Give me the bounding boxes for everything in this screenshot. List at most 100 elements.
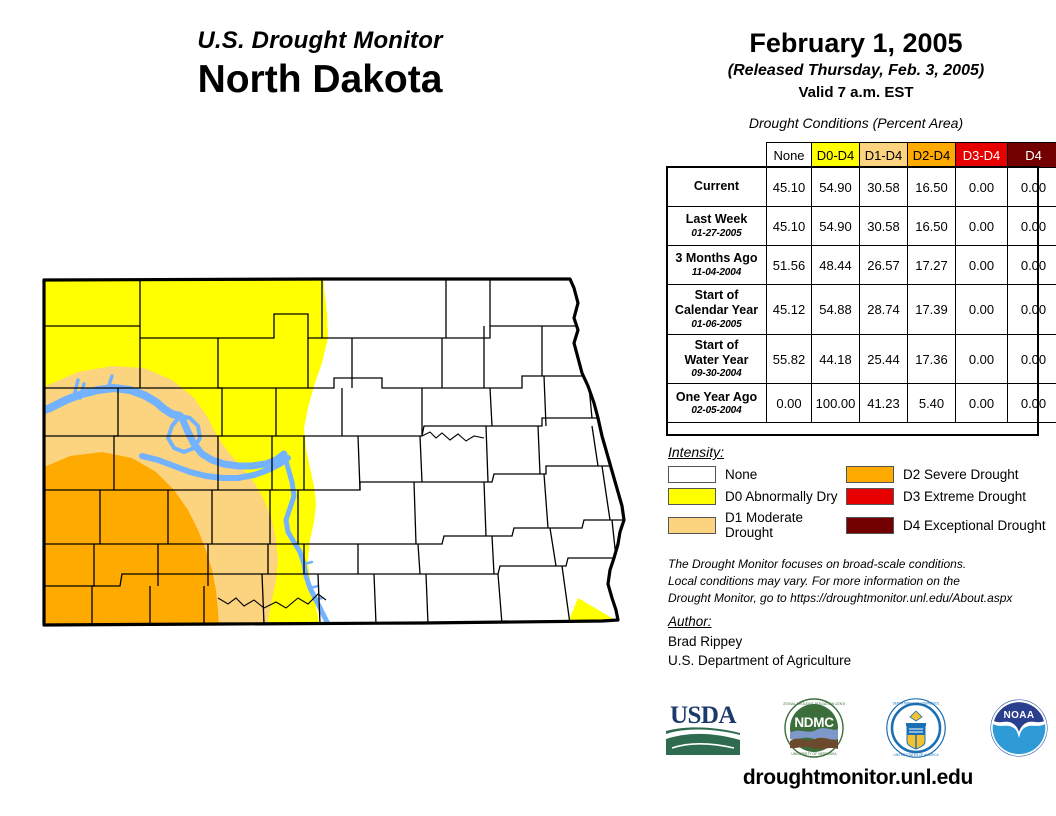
cell-d1-d4: 25.44 — [859, 333, 908, 385]
map-fill-layer — [44, 279, 624, 625]
cell-d4: 0.00 — [1007, 245, 1056, 285]
legend-item: None — [668, 466, 846, 483]
table-row: 3 Months Ago 11-04-2004 51.56 48.44 26.57 17.… — [666, 245, 1056, 285]
row-label-date: 09-30-2004 — [691, 368, 742, 380]
legend-title: Intensity: — [668, 444, 725, 460]
cell-d4: 0.00 — [1007, 333, 1056, 385]
table-row: One Year Ago 02-05-2004 0.00 100.00 41.23 5.4… — [666, 383, 1056, 424]
intensity-legend: Intensity: None D2 Severe Drought D0 Abnor… — [668, 444, 1048, 540]
cell-none: 45.10 — [766, 206, 812, 246]
region-d0-southeast-wedge — [567, 598, 622, 625]
svg-text:UNIVERSITY OF NEBRASKA: UNIVERSITY OF NEBRASKA — [791, 752, 837, 756]
cell-d1-d4: 30.58 — [859, 167, 908, 207]
svg-text:DEPARTMENT OF COMMERCE: DEPARTMENT OF COMMERCE — [893, 702, 940, 706]
legend-swatch — [846, 466, 894, 483]
cell-d3-d4: 0.00 — [955, 206, 1008, 246]
cell-d4: 0.00 — [1007, 167, 1056, 207]
svg-text:NDMC: NDMC — [794, 715, 834, 730]
cell-d0-d4: 44.18 — [811, 333, 860, 385]
row-label: One Year Ago 02-05-2004 — [666, 383, 767, 424]
north-dakota-drought-map — [22, 268, 650, 650]
legend-item: D2 Severe Drought — [846, 466, 1048, 483]
water-features — [44, 374, 331, 625]
legend-swatch — [668, 466, 716, 483]
legend-item: D0 Abnormally Dry — [668, 488, 846, 505]
legend-swatch — [846, 516, 894, 534]
legend-item: D3 Extreme Drought — [846, 488, 1048, 505]
table-row: Last Week 01-27-2005 45.10 54.90 30.58 16.50 0… — [666, 206, 1056, 246]
legend-label: D0 Abnormally Dry — [725, 489, 838, 504]
cell-d2-d4: 16.50 — [907, 206, 956, 246]
cell-none: 0.00 — [766, 383, 812, 424]
column-header-d1-d4: D1-D4 — [859, 142, 908, 168]
cell-d2-d4: 17.27 — [907, 245, 956, 285]
row-label: Last Week 01-27-2005 — [666, 206, 767, 246]
row-label: Current — [666, 167, 767, 207]
table-corner-cell — [667, 143, 767, 168]
cell-d4: 0.00 — [1007, 383, 1056, 424]
cell-d2-d4: 17.36 — [907, 333, 956, 385]
disclaimer-line-1: The Drought Monitor focuses on broad-sca… — [668, 557, 967, 571]
legend-swatch — [668, 516, 716, 534]
column-header-d4: D4 — [1007, 142, 1056, 168]
table-row: Start of Calendar Year 01-06-2005 45.12 54.8… — [666, 284, 1056, 335]
author-organization: U.S. Department of Agriculture — [668, 653, 852, 669]
legend-label: D3 Extreme Drought — [903, 489, 1027, 504]
cell-d3-d4: 0.00 — [955, 245, 1008, 285]
row-label-date: 01-27-2005 — [691, 227, 742, 239]
table-caption: Drought Conditions (Percent Area) — [748, 115, 964, 132]
cell-d3-d4: 0.00 — [955, 383, 1008, 424]
author-name: Brad Rippey — [668, 633, 743, 649]
svg-text:NOAA: NOAA — [1003, 710, 1034, 721]
svg-text:UNITED STATES OF AMERICA: UNITED STATES OF AMERICA — [894, 753, 940, 757]
disclaimer-line-3: Drought Monitor, go to https://droughtmo… — [668, 591, 1013, 606]
drought-conditions-table: None D0-D4 D1-D4 D2-D4 D3-D4 D4 Current 4… — [666, 142, 1056, 424]
cell-d3-d4: 0.00 — [955, 333, 1008, 385]
cell-none: 51.56 — [766, 245, 812, 285]
legend-item: D1 Moderate Drought — [668, 510, 846, 540]
legend-label: D2 Severe Drought — [903, 467, 1019, 482]
row-label-date: 11-04-2004 — [691, 266, 742, 278]
usda-logo: USDA — [666, 702, 740, 755]
column-header-d0-d4: D0-D4 — [811, 142, 860, 168]
ndmc-logo: NDMC NATIONAL DROUGHT MITIGATION CENTER … — [783, 698, 845, 758]
svg-text:NATIONAL DROUGHT MITIGATION CE: NATIONAL DROUGHT MITIGATION CENTER — [783, 702, 845, 706]
cell-d0-d4: 54.88 — [811, 284, 860, 335]
map-svg — [42, 277, 626, 627]
cell-d1-d4: 26.57 — [859, 245, 908, 285]
column-header-d3-d4: D3-D4 — [955, 142, 1008, 168]
svg-text:USDA: USDA — [670, 702, 737, 729]
column-header-none: None — [766, 142, 812, 168]
map-title-block: U.S. Drought Monitor North Dakota — [0, 27, 640, 103]
valid-time: Valid 7 a.m. EST — [798, 84, 914, 102]
page-title-overline: U.S. Drought Monitor — [197, 27, 443, 54]
cell-d0-d4: 100.00 — [811, 383, 860, 424]
disclaimer-line-2: Local conditions may vary. For more info… — [668, 574, 960, 589]
author-heading: Author: — [668, 614, 712, 629]
cell-none: 45.10 — [766, 167, 812, 207]
page-title-state: North Dakota — [197, 58, 443, 102]
table-row: Start of Water Year 09-30-2004 55.82 44.18 25… — [666, 333, 1056, 385]
table-header-row: None D0-D4 D1-D4 D2-D4 D3-D4 D4 — [667, 142, 1056, 168]
report-date: February 1, 2005 — [749, 28, 963, 58]
release-date: (Released Thursday, Feb. 3, 2005) — [727, 62, 985, 80]
row-label: 3 Months Ago 11-04-2004 — [666, 245, 767, 285]
cell-d2-d4: 17.39 — [907, 284, 956, 335]
cell-none: 55.82 — [766, 333, 812, 385]
legend-label: D1 Moderate Drought — [725, 510, 804, 540]
row-label: Start of Calendar Year 01-06-2005 — [666, 284, 767, 335]
cell-d1-d4: 41.23 — [859, 383, 908, 424]
cell-d2-d4: 16.50 — [907, 167, 956, 207]
cell-d1-d4: 30.58 — [859, 206, 908, 246]
cell-d2-d4: 5.40 — [907, 383, 956, 424]
legend-swatch — [846, 488, 894, 505]
noaa-logo: NOAA — [989, 699, 1048, 757]
footer-url: droughtmonitor.unl.edu — [742, 766, 974, 789]
county-boundaries — [44, 279, 624, 625]
cell-d0-d4: 54.90 — [811, 167, 860, 207]
state-outline — [42, 277, 626, 627]
cell-d4: 0.00 — [1007, 284, 1056, 335]
author-block: Author: Brad Rippey U.S. Department of A… — [668, 612, 1050, 671]
row-label-date: 01-06-2005 — [691, 318, 742, 330]
table-row: Current 45.10 54.90 30.58 16.50 0.00 0.00 — [666, 167, 1056, 207]
